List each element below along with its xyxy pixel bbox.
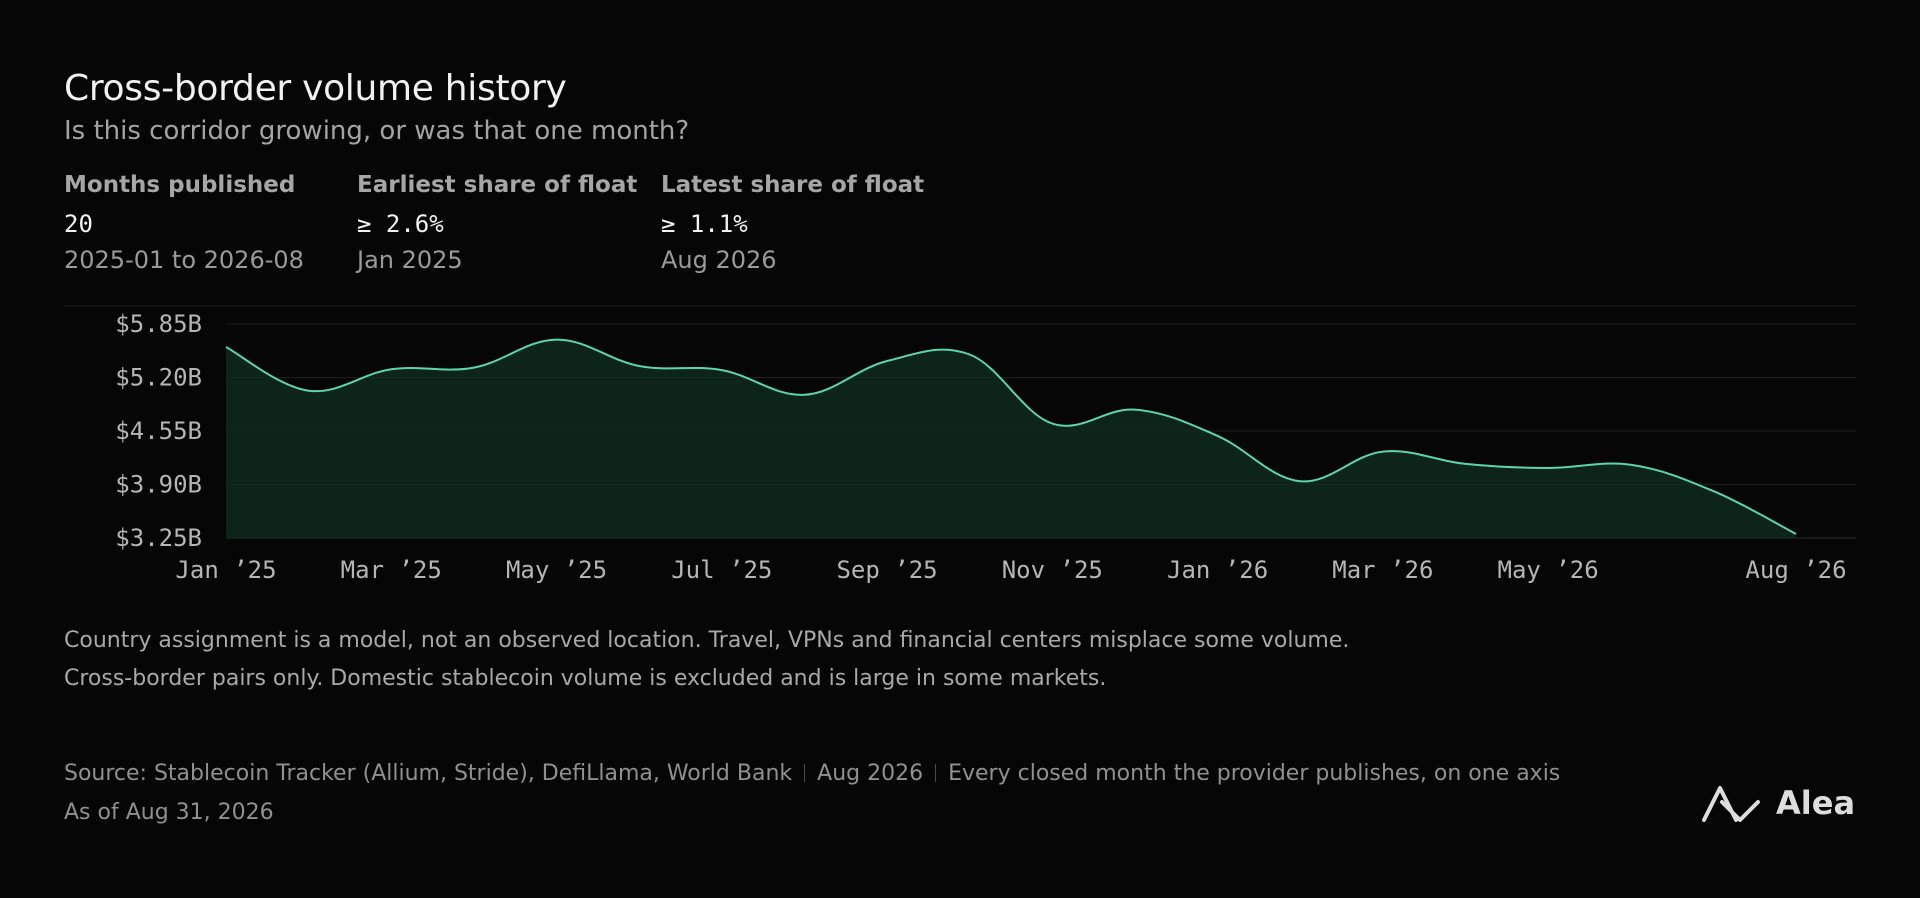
x-tick-label: Nov ’25 <box>1002 556 1103 584</box>
footer-as-of: As of Aug 31, 2026 <box>64 800 274 825</box>
series-area-fill <box>226 339 1796 538</box>
stat-sub: 2025-01 to 2026-08 <box>64 246 304 274</box>
y-tick-label: $3.90B <box>115 471 202 499</box>
footer-divider <box>804 764 806 782</box>
stat-latest-share: Latest share of float ≥ 1.1% Aug 2026 <box>661 172 924 274</box>
x-tick-label: Mar ’26 <box>1332 556 1433 584</box>
stat-months-published: Months published 20 2025-01 to 2026-08 <box>64 172 304 274</box>
note-line: Cross-border pairs only. Domestic stable… <box>64 666 1107 691</box>
series-line <box>225 338 1797 535</box>
chart-subtitle: Is this corridor growing, or was that on… <box>64 116 690 146</box>
stat-label: Earliest share of float <box>357 172 638 198</box>
footer-period: Aug 2026 <box>817 761 924 786</box>
stat-sub: Aug 2026 <box>661 246 777 274</box>
stat-label: Latest share of float <box>661 172 925 198</box>
footer-divider <box>935 764 937 782</box>
chart-footer: Source: Stablecoin Tracker (Allium, Stri… <box>64 754 1560 832</box>
stat-sub: Jan 2025 <box>357 246 463 274</box>
x-tick-label: Jul ’25 <box>671 556 772 584</box>
x-tick-label: May ’26 <box>1498 556 1599 584</box>
y-tick-label: $4.55B <box>115 417 202 445</box>
x-tick-label: Mar ’25 <box>341 556 442 584</box>
stat-value: ≥ 2.6% <box>357 210 444 238</box>
y-tick-label: $5.85B <box>115 310 202 338</box>
x-tick-label: Jan ’25 <box>175 556 276 584</box>
stat-earliest-share: Earliest share of float ≥ 2.6% Jan 2025 <box>357 172 637 274</box>
stat-value: ≥ 1.1% <box>661 210 748 238</box>
volume-area-chart: $5.85B $5.20B $4.55B $3.90B $3.25B Jan ’25 Mar… <box>64 305 1856 584</box>
note-line: Country assignment is a model, not an ob… <box>64 628 1350 653</box>
axis-layer: $5.85B $5.20B $4.55B $3.90B $3.25B Jan ’25 Mar… <box>115 310 1846 584</box>
footer-description: Every closed month the provider publishe… <box>948 761 1561 786</box>
chart-title: Cross-border volume history <box>64 68 567 109</box>
stat-label: Months published <box>64 172 296 198</box>
x-tick-label: Sep ’25 <box>836 556 937 584</box>
brand-logo: Alea <box>1700 782 1855 824</box>
y-tick-label: $5.20B <box>115 364 202 392</box>
y-tick-label: $3.25B <box>115 524 202 552</box>
footer-source-line: Source: Stablecoin Tracker (Allium, Stri… <box>64 754 1560 793</box>
x-tick-label: Jan ’26 <box>1167 556 1268 584</box>
footer-source: Source: Stablecoin Tracker (Allium, Stri… <box>64 761 793 786</box>
area-layer <box>225 338 1797 538</box>
chart-notes: Country assignment is a model, not an ob… <box>64 622 1349 698</box>
x-tick-label: Aug ’26 <box>1745 556 1846 584</box>
stat-value: 20 <box>64 210 93 238</box>
x-tick-label: May ’25 <box>506 556 607 584</box>
brand-name: Alea <box>1776 784 1856 822</box>
alea-logo-icon <box>1702 786 1760 822</box>
